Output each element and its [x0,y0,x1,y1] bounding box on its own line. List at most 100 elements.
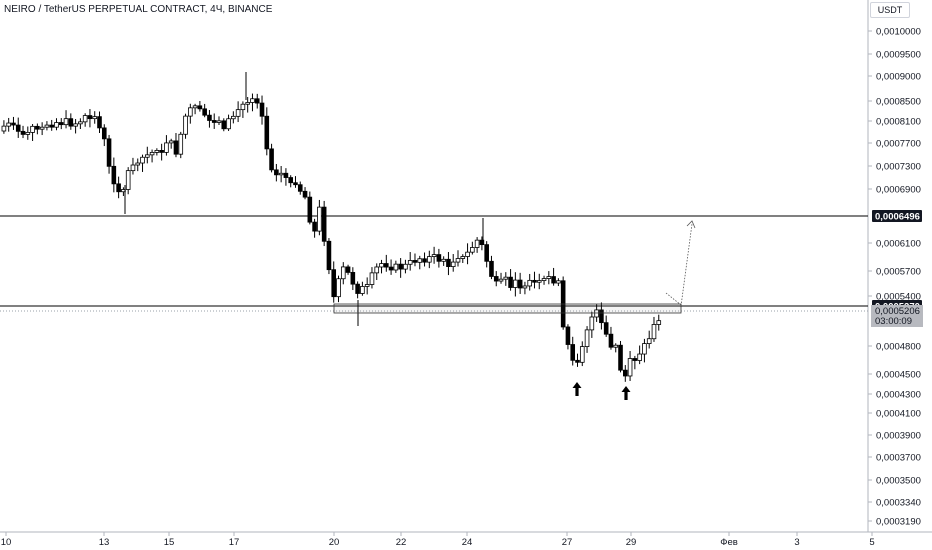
candle-bearish [68,118,74,127]
time-tick-label: 3 [794,537,799,548]
up-arrow-marker [621,386,631,400]
candle-bullish [460,256,466,259]
candle-bearish [173,140,179,155]
candle-bullish [584,329,590,347]
candle-bearish [489,260,494,277]
candle-bullish [465,251,470,257]
annotations [333,220,696,400]
candle-bearish [312,221,317,232]
candle-bullish [470,247,475,253]
time-tick-label: 29 [626,537,637,548]
candle-bullish [579,346,585,363]
candle-bearish [269,148,274,171]
candle-bullish [364,284,370,287]
candle-bearish [532,279,537,283]
candle-bullish [417,258,423,263]
candle-bearish [221,120,227,130]
candle-bullish [474,239,480,248]
time-tick-label: 15 [164,537,175,548]
candle-bullish [546,276,552,279]
candle-bearish [101,127,107,140]
candle-bearish [307,196,313,223]
time-tick-label: 10 [1,537,12,548]
candle-countdown: 03:00:09 [875,316,912,327]
candle-bearish [321,206,327,242]
price-tick-label: 0,0006100 [876,239,921,250]
candle-bearish [288,177,293,184]
plot-area [0,0,932,533]
candle-bullish [336,278,341,298]
candle-bullish [144,154,150,158]
projection-arrowhead [686,220,696,229]
candle-bullish [369,272,375,285]
candle-bearish [297,184,303,192]
candle-bearish [412,260,418,263]
price-tick-label: 0,0004800 [876,342,921,353]
candle-bearish [159,150,164,153]
candle-bullish [403,263,408,270]
chart-title: NEIRO / TetherUS PERPETUAL CONTRACT, 4Ч,… [4,4,273,15]
candle-bullish [30,125,35,133]
time-tick-label: 20 [329,537,340,548]
level-price-label: 0,0006496 [875,212,920,223]
candle-bullish [431,254,437,257]
price-axis[interactable]: 0,0010000 0,0009500 0,0009000 0,0008500 0,00… [868,27,923,528]
candle-bearish [388,266,394,271]
candle-bearish [11,122,16,126]
candle-bullish [627,358,633,377]
candle-bullish [6,122,11,127]
candle-bullish [63,118,69,126]
candle-bearish [446,258,451,268]
candle-bullish [188,107,193,117]
candle-bearish [302,190,308,198]
candle-bullish [183,115,188,135]
price-tick-label: 0,0003500 [876,476,921,487]
price-tick-label: 0,0004300 [876,390,921,401]
time-tick-label: Фев [720,537,738,548]
candle-bullish [594,309,599,318]
candle-bullish [130,164,136,172]
projection-line [680,223,693,307]
candle-bearish [493,276,499,282]
candle-bearish [35,125,40,130]
candle-bearish [58,122,64,126]
current-price-badge [871,305,923,327]
candle-bullish [646,338,652,344]
candle-bearish [436,254,442,262]
candle-bearish [116,183,121,193]
price-tick-label: 0,0009500 [876,50,921,61]
price-tick-label: 0,0005700 [876,267,921,278]
candle-bearish [570,344,576,361]
candle-bullish [192,105,198,109]
candle-bullish [54,122,59,128]
candle-bullish [317,206,322,232]
currency-selector[interactable]: USDT [870,2,910,18]
candle-bearish [618,344,623,371]
price-tick-label: 0,0004100 [876,409,921,420]
candle-bullish [536,280,542,283]
candle-bullish [149,152,155,156]
candle-bearish [565,326,571,345]
candle-bullish [125,170,131,190]
candle-bearish [274,169,279,176]
candle-bullish [135,162,141,166]
candle-bearish [422,258,427,263]
candle-bullish [637,353,642,361]
candle-bullish [240,103,246,111]
level-price-badge [872,210,922,222]
candle-bullish [235,109,241,117]
candle-bearish [259,102,265,117]
candle-bearish [207,114,212,121]
up-arrow-marker [572,382,582,396]
candle-bullish [455,258,461,263]
price-tick-label: 0,0007700 [876,139,921,150]
candle-bullish [374,266,380,274]
time-axis[interactable]: 10 13 15 17 20 22 24 27 29 Фев 3 5 [1,532,875,548]
price-tick-label: 0,0008100 [876,117,921,128]
price-tick-label: 0,0008500 [876,97,921,108]
candle-bullish [178,133,184,155]
candle-bearish [211,120,217,123]
time-tick-label: 17 [229,537,240,548]
candle-bullish [450,261,456,268]
